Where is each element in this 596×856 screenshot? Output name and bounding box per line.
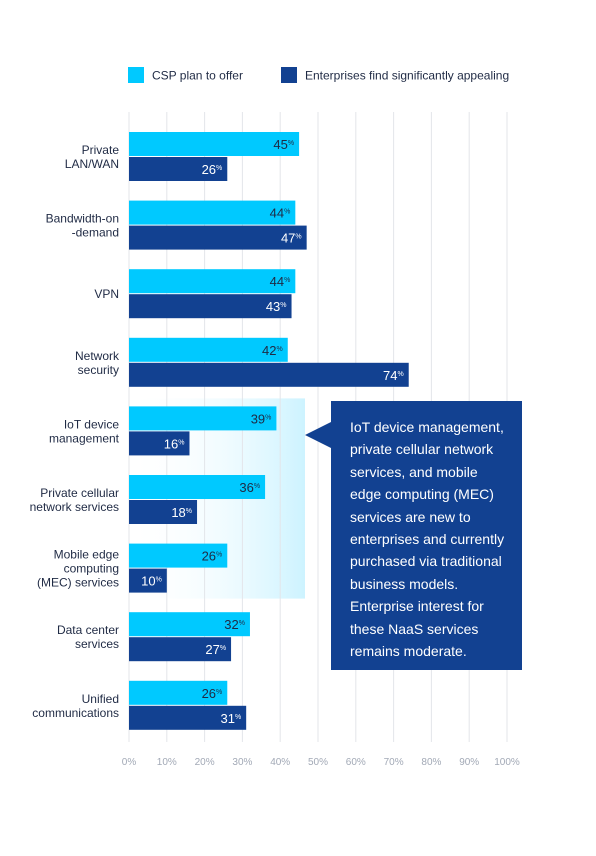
bar-csp xyxy=(129,337,288,362)
bar-enterprise xyxy=(129,294,292,319)
bar-csp xyxy=(129,475,266,499)
category-label: IoT device management xyxy=(49,417,120,445)
x-tick-label: 40% xyxy=(270,757,290,768)
category-label: Bandwidth-on -demand xyxy=(46,212,119,240)
bar-enterprise xyxy=(129,225,307,250)
bar-csp xyxy=(129,269,296,294)
legend-swatch xyxy=(128,67,144,83)
category-label: Private cellular network services xyxy=(30,486,119,514)
legend-label: Enterprises find significantly appealing xyxy=(305,69,509,83)
category-label: Mobile edge computing (MEC) services xyxy=(37,548,119,590)
bar-enterprise xyxy=(129,157,228,181)
x-tick-label: 30% xyxy=(232,757,252,768)
bar-enterprise xyxy=(129,568,167,593)
x-tick-label: 0% xyxy=(122,757,137,768)
category-label: Private LAN/WAN xyxy=(65,143,120,171)
category-label: VPN xyxy=(94,287,119,301)
x-tick-label: 90% xyxy=(459,757,479,768)
legend-label: CSP plan to offer xyxy=(152,69,243,83)
bar-csp xyxy=(129,406,277,431)
bar-csp xyxy=(129,612,250,637)
x-tick-label: 50% xyxy=(308,757,328,768)
x-tick-label: 20% xyxy=(195,757,215,768)
bar-csp xyxy=(129,132,300,156)
bar-csp xyxy=(129,200,296,225)
bar-enterprise xyxy=(129,431,190,456)
category-label: Data center services xyxy=(57,623,119,651)
bar-enterprise xyxy=(129,705,247,730)
callout-pointer xyxy=(305,422,331,448)
bar-enterprise xyxy=(129,637,232,662)
x-tick-label: 80% xyxy=(421,757,441,768)
bar-csp xyxy=(129,543,228,568)
x-tick-label: 100% xyxy=(494,757,520,768)
x-tick-label: 10% xyxy=(157,757,177,768)
x-tick-label: 60% xyxy=(346,757,366,768)
legend-swatch xyxy=(281,67,297,83)
callout-box: IoT device management, private cellular … xyxy=(331,401,522,670)
bar-csp xyxy=(129,680,228,705)
x-tick-label: 70% xyxy=(384,757,404,768)
bar-enterprise xyxy=(129,362,409,387)
bar-enterprise xyxy=(129,500,198,524)
category-label: Network security xyxy=(75,349,120,377)
category-label: Unified communications xyxy=(32,692,119,720)
